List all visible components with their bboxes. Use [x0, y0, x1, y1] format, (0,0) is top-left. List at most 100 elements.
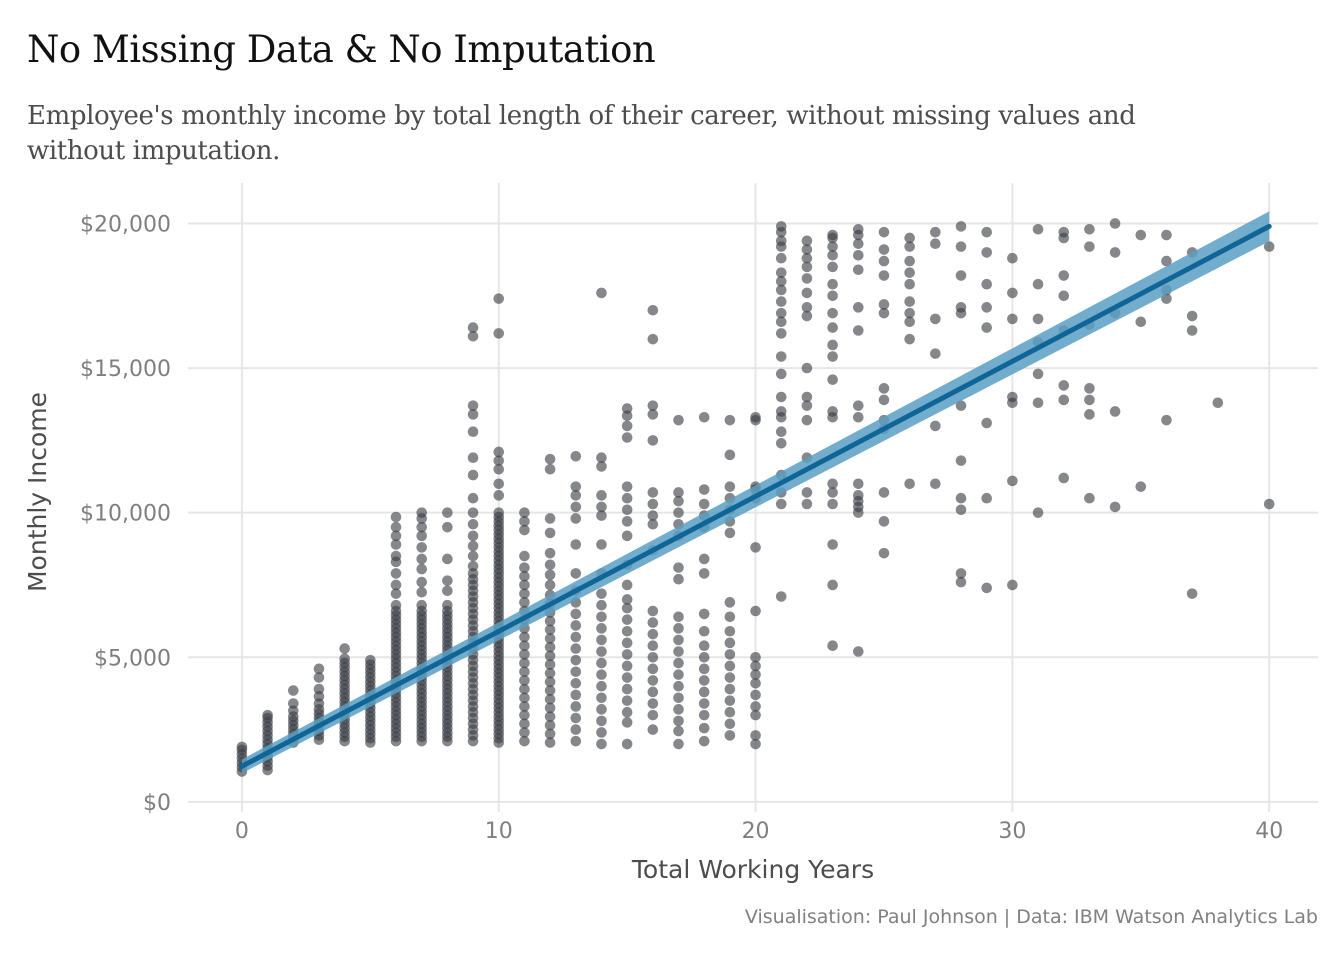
data-point	[647, 304, 659, 316]
data-point	[519, 727, 530, 738]
data-point	[904, 232, 915, 244]
data-point	[596, 704, 607, 715]
data-point	[878, 307, 890, 319]
data-point	[262, 709, 273, 721]
data-point	[339, 643, 350, 654]
data-point	[596, 623, 607, 634]
data-point	[313, 683, 325, 695]
data-point	[698, 625, 710, 637]
data-point	[981, 247, 993, 258]
data-point	[442, 521, 453, 533]
data-point	[724, 660, 736, 672]
data-point	[852, 400, 864, 411]
data-point	[493, 478, 505, 490]
data-point	[570, 539, 582, 550]
data-point	[647, 510, 659, 521]
data-point	[827, 374, 838, 385]
data-point	[442, 585, 453, 597]
data-point	[544, 676, 556, 688]
data-point	[493, 490, 505, 501]
data-point	[519, 516, 530, 527]
data-point	[570, 724, 582, 735]
data-point	[1058, 472, 1070, 484]
data-point	[981, 417, 993, 429]
data-point	[955, 400, 967, 411]
data-point	[570, 620, 582, 631]
data-point	[621, 410, 633, 422]
data-point	[1032, 397, 1044, 409]
data-point	[570, 654, 582, 666]
data-point	[647, 487, 659, 498]
data-point	[698, 608, 710, 620]
data-point	[698, 675, 710, 686]
data-point	[1084, 394, 1095, 406]
data-point	[724, 597, 736, 608]
data-point	[621, 660, 633, 672]
data-point	[1186, 588, 1198, 599]
data-point	[904, 296, 915, 307]
data-point	[955, 492, 967, 504]
data-point	[647, 724, 659, 735]
x-tick-label: 40	[1255, 819, 1283, 844]
data-point	[801, 414, 813, 426]
data-point	[724, 730, 736, 741]
data-point	[750, 411, 761, 423]
data-point	[519, 562, 530, 573]
data-point	[827, 478, 838, 490]
data-point	[724, 683, 736, 695]
data-point	[544, 641, 556, 653]
data-point	[698, 651, 710, 663]
data-point	[852, 238, 864, 250]
data-point	[1161, 229, 1172, 241]
data-point	[775, 368, 787, 380]
data-point	[698, 484, 710, 495]
data-point	[878, 394, 890, 406]
data-point	[724, 706, 736, 718]
data-point	[673, 704, 684, 715]
y-tick-label: $20,000	[80, 212, 171, 237]
data-point	[621, 579, 633, 591]
data-point	[673, 738, 684, 750]
data-point	[1161, 293, 1172, 304]
data-point	[544, 569, 556, 581]
data-point	[544, 579, 556, 591]
data-point	[750, 651, 761, 663]
data-point	[878, 244, 890, 255]
data-point	[904, 333, 915, 345]
data-point	[647, 498, 659, 510]
y-tick-label: $5,000	[94, 646, 171, 671]
data-point	[827, 351, 838, 362]
source-caption: Visualisation: Paul Johnson | Data: IBM …	[744, 906, 1318, 928]
data-point	[750, 605, 761, 617]
data-point	[236, 741, 248, 753]
data-point	[981, 278, 993, 290]
data-point	[955, 576, 967, 588]
data-point	[878, 547, 890, 559]
y-tick-label: $10,000	[80, 502, 171, 527]
data-point	[724, 527, 736, 539]
data-point	[544, 702, 556, 714]
data-point	[544, 737, 556, 748]
data-point	[904, 478, 915, 490]
data-point	[442, 553, 453, 565]
data-point	[878, 383, 890, 394]
data-point	[544, 685, 556, 696]
data-point	[801, 252, 813, 264]
data-point	[673, 669, 684, 680]
data-point	[313, 663, 325, 675]
data-point	[416, 530, 428, 542]
data-point	[570, 501, 582, 513]
data-point	[647, 651, 659, 663]
data-point	[1135, 229, 1147, 241]
data-point	[750, 738, 761, 750]
y-tick-label: $15,000	[80, 357, 171, 382]
x-tick-label: 0	[235, 819, 249, 844]
data-point	[570, 666, 582, 678]
data-point	[750, 709, 761, 721]
data-point	[801, 261, 813, 273]
data-point	[544, 624, 556, 636]
data-point	[647, 709, 659, 721]
data-point	[621, 530, 633, 542]
data-point	[647, 675, 659, 686]
data-point	[416, 521, 428, 533]
